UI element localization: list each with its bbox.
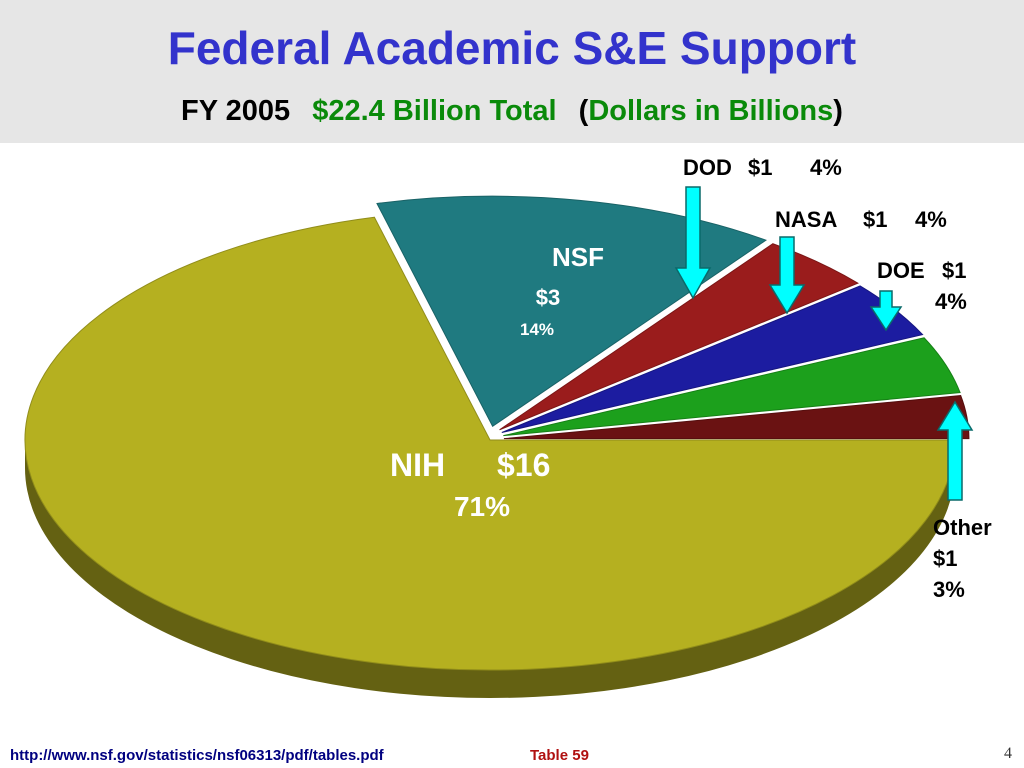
- subtitle-paren: (: [579, 95, 589, 127]
- slice: [376, 195, 768, 427]
- chart-title: Federal Academic S&E Support: [168, 22, 856, 74]
- category-label: NIH: [390, 447, 445, 483]
- value-label: 3%: [933, 577, 965, 602]
- value-label: 4%: [810, 155, 842, 180]
- arrows: [674, 186, 974, 501]
- source-link[interactable]: http://www.nsf.gov/statistics/nsf06313/p…: [10, 747, 385, 764]
- slice: [24, 216, 956, 671]
- amount-label: $1: [748, 155, 772, 180]
- category-label: NSF: [552, 242, 604, 272]
- category-label: NASA: [775, 207, 837, 232]
- chart-subtitle: FY 2005 $22.4 Billion Total (Dollars in …: [181, 95, 843, 127]
- subtitle-total: $22.4 Billion Total: [312, 95, 556, 127]
- table-note: Table 59: [530, 747, 589, 764]
- arrow: [768, 236, 806, 315]
- amount-label: $3: [536, 285, 560, 310]
- header-band: [0, 0, 1024, 143]
- pie: [24, 195, 970, 698]
- subtitle-year: FY 2005: [181, 95, 290, 127]
- amount-label: $16: [497, 447, 550, 483]
- slice: [499, 243, 859, 431]
- amount-label: $1: [942, 258, 966, 283]
- slice: [503, 395, 970, 440]
- arrow: [869, 290, 903, 332]
- amount-label: $1: [933, 546, 957, 571]
- value-label: 4%: [915, 207, 947, 232]
- page-number: 4: [1004, 745, 1012, 762]
- category-label: DOD: [683, 155, 732, 180]
- slice: [503, 337, 961, 437]
- category-label: Other: [933, 515, 992, 540]
- value-label: 14%: [520, 320, 554, 339]
- subtitle-units: Dollars in Billions: [588, 95, 833, 127]
- arrow: [936, 400, 974, 501]
- subtitle-paren: ): [833, 95, 843, 127]
- labels: NIH $16 71% NSF $3 14% DOD $1 4% NASA $1 4% DOE $1 4% O…: [390, 155, 992, 602]
- value-label: 71%: [454, 491, 510, 522]
- amount-label: $1: [863, 207, 887, 232]
- category-label: DOE: [877, 258, 925, 283]
- arrow: [674, 186, 712, 300]
- value-label: 4%: [935, 289, 967, 314]
